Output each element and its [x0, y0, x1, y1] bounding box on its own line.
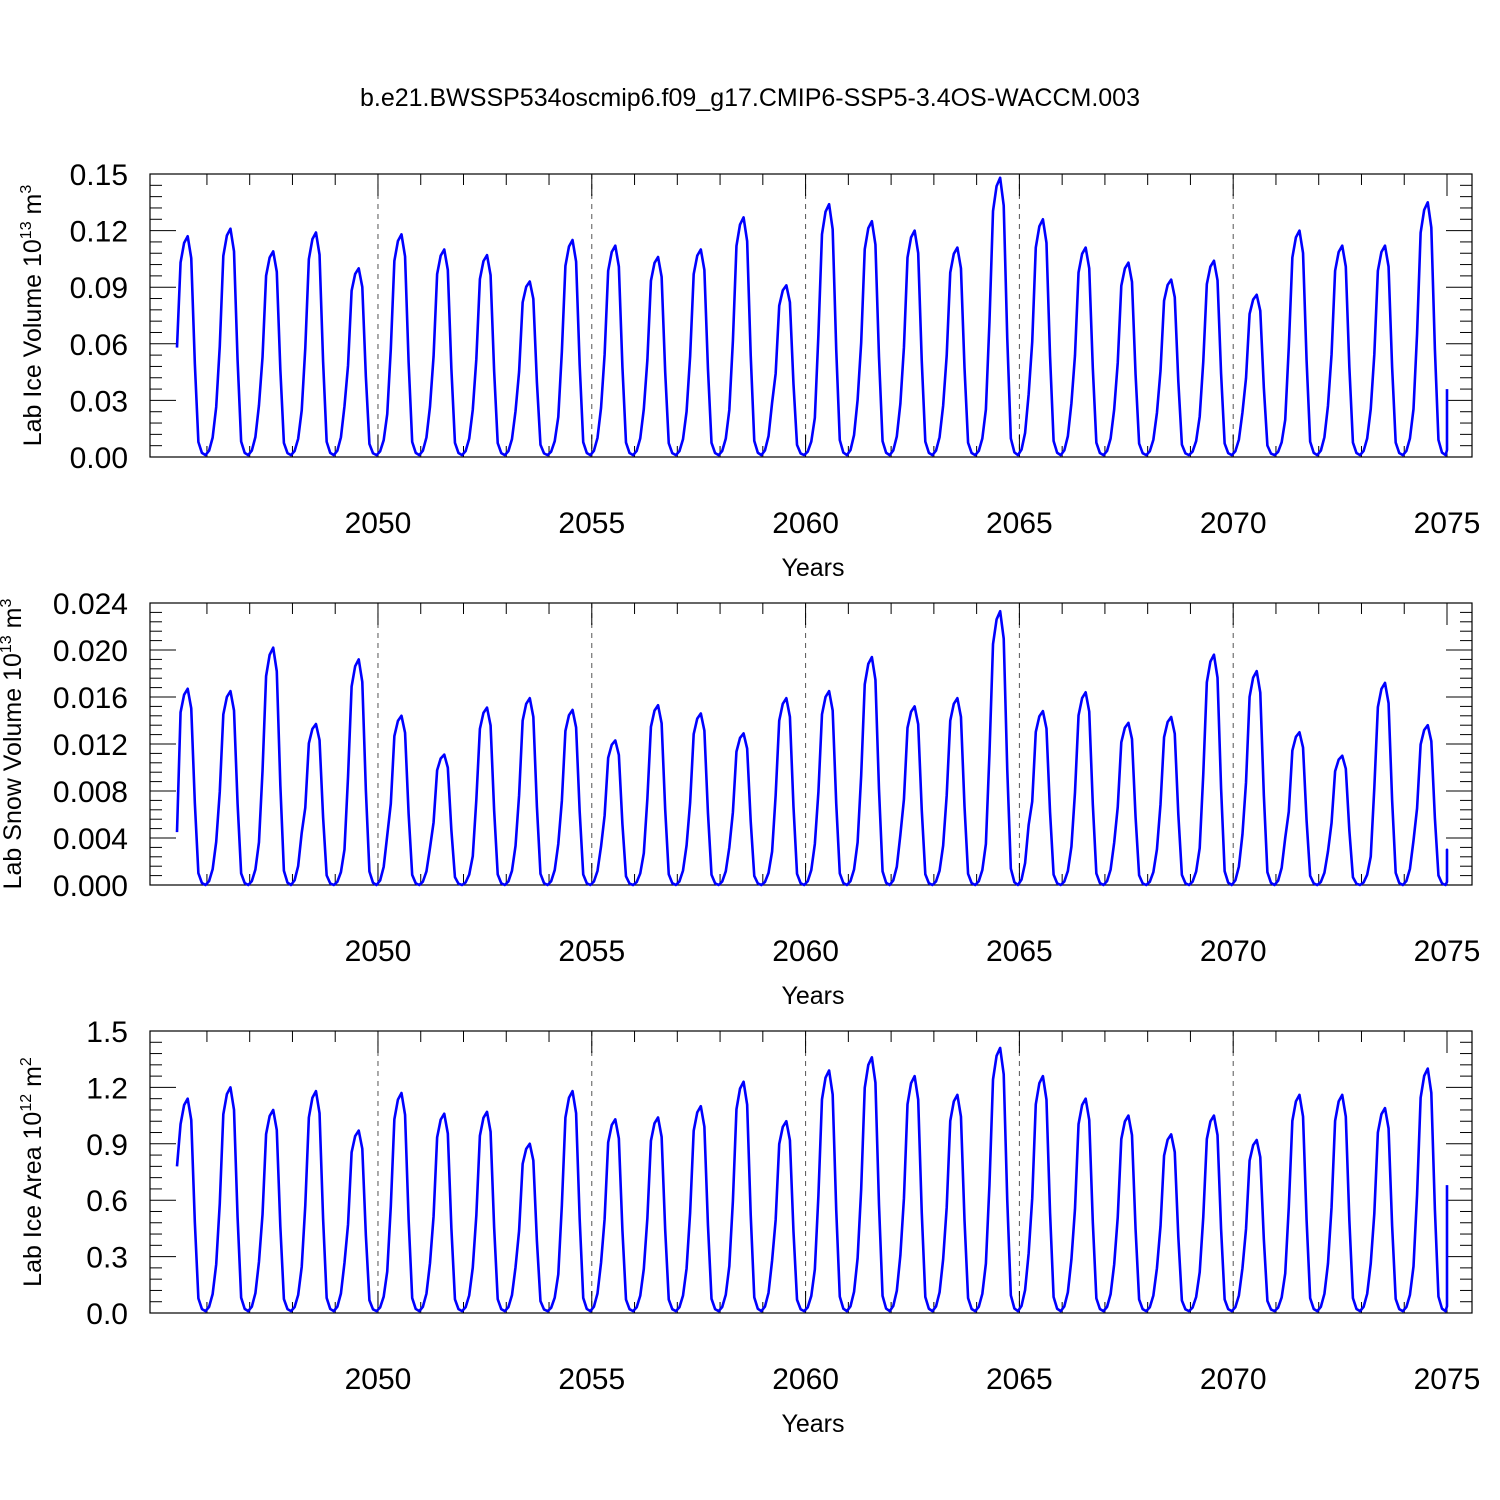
series-line — [175, 609, 1449, 887]
x-tick-label: 2050 — [345, 1363, 412, 1396]
x-axis-label: Years — [781, 554, 844, 582]
y-tick-label: 0.9 — [86, 1129, 128, 1162]
series-line — [175, 176, 1449, 457]
y-axis-label: Lab Ice Volume 1013 m3 — [18, 185, 47, 447]
y-tick-label: 0.06 — [70, 329, 128, 362]
x-tick-label: 2055 — [558, 1363, 625, 1396]
x-tick-label: 2070 — [1200, 1363, 1267, 1396]
chart-title: b.e21.BWSSP534oscmip6.f09_g17.CMIP6-SSP5… — [360, 84, 1140, 112]
panel-snow-volume: 0.000 0.004 0.008 0.012 0.016 0.020 0.024 2050 2… — [0, 588, 1480, 1010]
x-tick-label: 2060 — [772, 507, 839, 540]
y-tick-label: 0.00 — [70, 442, 128, 475]
y-tick-label: 0.12 — [70, 216, 128, 249]
plot-frame — [149, 173, 1473, 458]
y-tick-label: 0.0 — [86, 1298, 128, 1331]
y-tick-label: 0.6 — [86, 1185, 128, 1218]
y-tick-label: 0.016 — [53, 682, 128, 715]
x-tick-label: 2065 — [986, 507, 1053, 540]
x-tick-label: 2050 — [345, 935, 412, 968]
x-tick-label: 2070 — [1200, 507, 1267, 540]
x-tick-label: 2065 — [986, 935, 1053, 968]
x-tick-label: 2055 — [558, 935, 625, 968]
x-tick-label: 2050 — [345, 507, 412, 540]
y-tick-label: 0.024 — [53, 588, 128, 621]
series-line — [175, 1046, 1449, 1313]
x-axis-label: Years — [781, 982, 844, 1010]
panel-ice-area: 0.0 0.3 0.6 0.9 1.2 1.5 2050 2055 2060 2065 2070 20… — [18, 1016, 1480, 1438]
x-tick-label: 2075 — [1414, 1363, 1481, 1396]
x-tick-label: 2060 — [772, 1363, 839, 1396]
panel-ice-volume: 0.00 0.03 0.06 0.09 0.12 0.15 2050 2055 2060 2065… — [18, 159, 1480, 582]
y-tick-label: 0.012 — [53, 729, 128, 762]
x-tick-label: 2060 — [772, 935, 839, 968]
y-tick-label: 0.020 — [53, 635, 128, 668]
y-tick-label: 0.09 — [70, 272, 128, 305]
x-axis-label: Years — [781, 1410, 844, 1438]
plot-frame — [149, 1030, 1473, 1314]
y-axis-label: Lab Ice Area 1012 m2 — [18, 1057, 47, 1287]
x-tick-label: 2075 — [1414, 935, 1481, 968]
y-tick-label: 0.03 — [70, 385, 128, 418]
y-tick-label: 0.3 — [86, 1242, 128, 1275]
x-tick-label: 2055 — [558, 507, 625, 540]
y-tick-label: 0.15 — [70, 159, 128, 192]
x-tick-label: 2075 — [1414, 507, 1481, 540]
y-axis-label: Lab Snow Volume 1013 m3 — [0, 599, 27, 890]
y-tick-label: 0.004 — [53, 823, 128, 856]
x-tick-label: 2065 — [986, 1363, 1053, 1396]
y-tick-label: 0.000 — [53, 870, 128, 903]
x-tick-label: 2070 — [1200, 935, 1267, 968]
y-tick-label: 0.008 — [53, 776, 128, 809]
y-tick-label: 1.2 — [86, 1072, 128, 1105]
y-tick-label: 1.5 — [86, 1016, 128, 1049]
